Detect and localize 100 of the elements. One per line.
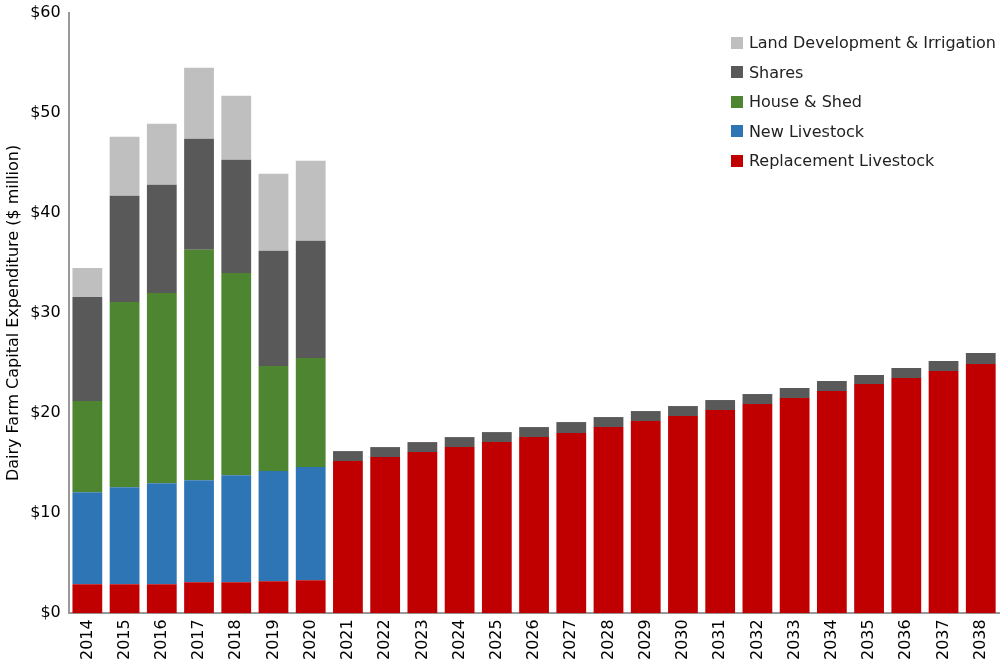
bar xyxy=(854,375,884,385)
bar xyxy=(519,437,549,614)
x-tick-label: 2022 xyxy=(374,619,394,660)
bar xyxy=(295,240,326,358)
bar xyxy=(742,394,773,405)
y-tick-label: $40 xyxy=(30,201,61,221)
bar xyxy=(109,301,140,488)
x-tick-label: 2026 xyxy=(523,619,543,660)
bar xyxy=(184,480,214,583)
bar xyxy=(370,447,401,458)
bar xyxy=(72,401,103,493)
bar xyxy=(593,427,624,614)
bar xyxy=(593,417,624,428)
x-tick-label: 2027 xyxy=(560,619,580,660)
bar xyxy=(109,487,140,585)
x-tick-label: 2028 xyxy=(597,619,617,660)
y-axis-title: Dairy Farm Capital Expenditure ($ million) xyxy=(2,144,22,482)
bar xyxy=(146,184,177,293)
bar xyxy=(221,475,252,583)
bar xyxy=(928,371,959,614)
bar xyxy=(705,410,736,614)
legend-label: Shares xyxy=(748,62,804,82)
x-tick-label: 2020 xyxy=(299,619,319,660)
bar xyxy=(779,388,810,399)
bar xyxy=(295,160,326,241)
bar xyxy=(109,584,140,614)
bar xyxy=(109,136,140,196)
bar xyxy=(221,159,252,273)
y-tick-label: $30 xyxy=(30,302,61,322)
y-tick-label: $50 xyxy=(30,101,61,121)
x-tick-label: 2017 xyxy=(188,619,208,660)
y-tick-label: $60 xyxy=(30,1,61,21)
bar xyxy=(72,296,103,402)
legend-label: Land Development & Irrigation xyxy=(748,33,996,53)
bar xyxy=(630,421,661,614)
bar xyxy=(295,467,326,581)
bar xyxy=(258,173,289,251)
x-tick-label: 2016 xyxy=(150,619,170,660)
bar xyxy=(668,416,698,614)
x-tick-label: 2014 xyxy=(76,619,96,660)
bar xyxy=(184,138,214,250)
x-tick-label: 2034 xyxy=(821,619,841,660)
x-tick-label: 2025 xyxy=(485,619,505,660)
bar xyxy=(668,406,698,417)
bar xyxy=(146,584,177,614)
bar xyxy=(556,422,587,434)
bar xyxy=(146,292,177,484)
bar xyxy=(742,404,773,614)
x-tick-label: 2037 xyxy=(932,619,952,660)
x-tick-label: 2033 xyxy=(783,619,803,660)
bar xyxy=(407,442,438,453)
bar xyxy=(221,582,252,614)
legend-label: House & Shed xyxy=(748,92,862,112)
x-tick-label: 2015 xyxy=(113,619,133,660)
x-tick-label: 2030 xyxy=(672,619,692,660)
bar xyxy=(221,272,252,476)
bar xyxy=(965,364,996,614)
x-tick-label: 2032 xyxy=(746,619,766,660)
bar xyxy=(630,411,661,422)
y-tick-label: $0 xyxy=(40,602,61,622)
x-tick-label: 2019 xyxy=(262,619,282,660)
y-tick-label: $10 xyxy=(30,502,61,522)
bar xyxy=(481,432,512,443)
x-tick-label: 2036 xyxy=(895,619,915,660)
bar xyxy=(928,361,959,372)
bar xyxy=(891,368,922,379)
bar xyxy=(258,250,289,366)
bar xyxy=(481,442,512,614)
bar xyxy=(72,267,103,297)
bar xyxy=(891,378,922,614)
bar xyxy=(258,366,289,472)
legend-label: Replacement Livestock xyxy=(748,151,935,171)
bar xyxy=(184,67,214,139)
bar xyxy=(816,381,847,392)
bar xyxy=(407,452,438,614)
legend-label: New Livestock xyxy=(748,121,865,141)
bar xyxy=(221,95,252,160)
y-tick-label: $20 xyxy=(30,402,61,422)
x-tick-label: 2031 xyxy=(709,619,729,660)
bar xyxy=(258,581,289,614)
x-tick-label: 2038 xyxy=(969,619,989,660)
bar xyxy=(72,492,103,585)
bar xyxy=(816,391,847,614)
bar xyxy=(705,400,736,411)
x-tick-label: 2035 xyxy=(858,619,878,660)
x-tick-label: 2018 xyxy=(225,619,245,660)
bar xyxy=(184,582,214,614)
bar xyxy=(295,357,326,468)
bar xyxy=(779,398,810,614)
x-tick-label: 2023 xyxy=(411,619,431,660)
bar xyxy=(333,451,363,462)
x-tick-label: 2021 xyxy=(337,619,357,660)
bar xyxy=(519,427,549,438)
bar xyxy=(444,447,475,614)
bar xyxy=(370,457,401,614)
bar xyxy=(146,483,177,585)
bar xyxy=(295,580,326,614)
bar xyxy=(258,471,289,582)
x-tick-label: 2029 xyxy=(634,619,654,660)
bar xyxy=(965,352,996,364)
